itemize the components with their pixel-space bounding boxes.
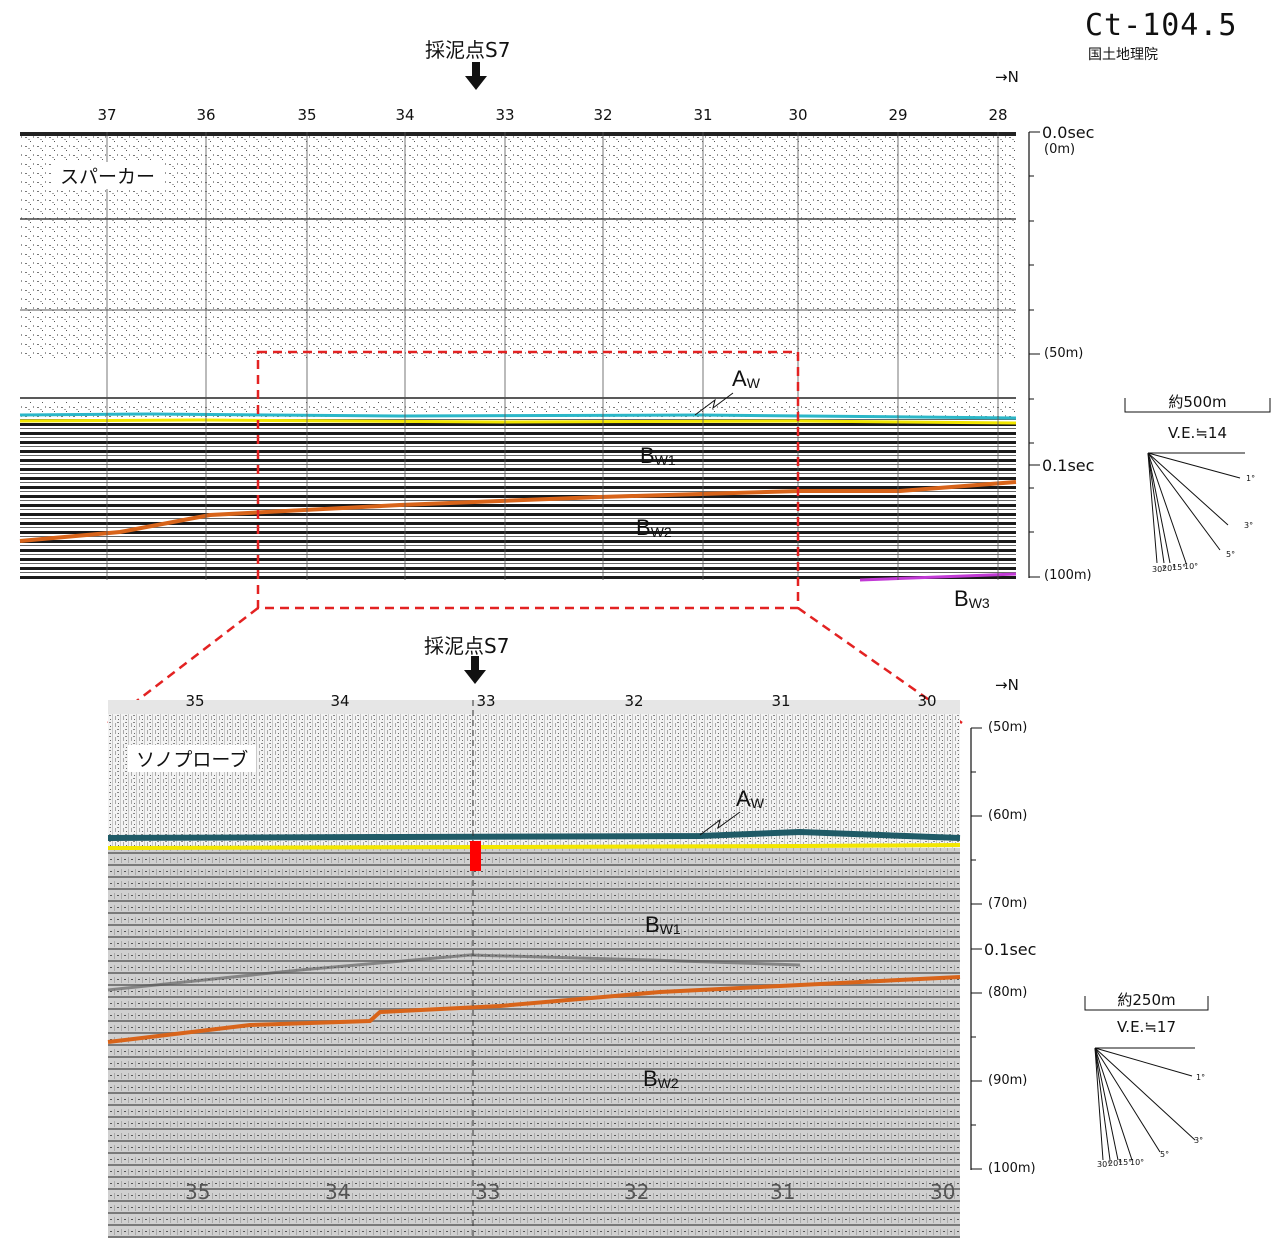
angle-label: 3° [1244,521,1254,530]
fix-number: 29 [888,106,908,124]
vertical-exaggeration: V.E.≒14 [1167,424,1227,442]
angle-label: 30° [1152,565,1167,574]
unit-bw1-label: BW1 [640,443,676,468]
organization-name: 国土地理院 [1088,47,1158,63]
fix-number: 34 [330,692,350,710]
time-axis-label: 0.0sec [1042,123,1095,142]
angle-label: 15° [1118,1158,1133,1167]
unit-aw-label: AW [732,366,760,391]
sample-point-label: 採泥点S7 [425,38,511,62]
angle-label: 10° [1184,562,1199,571]
fix-number: 35 [297,106,317,124]
angle-label: 20° [1108,1159,1123,1168]
profile-title: Ct-104.5 [1085,8,1238,43]
time-axis-label: 0.1sec [1042,456,1095,475]
angle-label: 15° [1172,563,1187,572]
angle-label: 5° [1226,550,1236,559]
sparker-panel [19,62,1040,582]
angle-label: 1° [1246,474,1256,483]
bottom-fix-number: 30 [930,1180,956,1204]
bottom-fix-number: 34 [325,1180,351,1204]
angle-label: 10° [1130,1158,1145,1167]
fix-number: 37 [97,106,117,124]
depth-axis-label: (70m) [988,896,1028,911]
scale-distance: 約500m [1168,393,1227,411]
fix-number: 34 [395,106,415,124]
scale-bar-bottom [1084,996,1209,1161]
unit-aw-label: AW [736,786,764,811]
fix-number: 35 [185,692,205,710]
sonoprobe-label: ソノプローブ [128,745,257,772]
unit-bw2-label: BW2 [636,515,672,540]
bottom-fix-number: 32 [624,1180,650,1204]
fix-number: 31 [693,106,713,124]
bottom-fix-number: 31 [770,1180,796,1204]
fix-number: 31 [771,692,791,710]
depth-axis-label: (90m) [988,1073,1028,1088]
sample-point-label: 採泥点S7 [424,634,510,658]
angle-label: 20° [1162,564,1177,573]
bottom-fix-number: 35 [185,1180,211,1204]
fix-number: 32 [593,106,613,124]
depth-axis-label: (80m) [988,985,1028,1000]
unit-bw3-label: BW3 [954,586,990,611]
depth-axis-label: (100m) [1044,568,1092,583]
fix-number: 33 [495,106,515,124]
vertical-exaggeration: V.E.≒17 [1116,1018,1176,1036]
depth-axis-label: (60m) [988,808,1028,823]
unit-bw2-label: BW2 [643,1066,679,1091]
bottom-fix-number: 33 [475,1180,501,1204]
unit-bw1-label: BW1 [645,912,681,937]
fix-number: 30 [788,106,808,124]
scale-bar-top [1124,398,1271,564]
north-indicator: →N [995,676,1019,694]
fix-number: 36 [196,106,216,124]
fix-number: 28 [988,106,1008,124]
angle-label: 30° [1097,1160,1112,1169]
north-indicator: →N [995,68,1019,86]
scale-distance: 約250m [1117,991,1176,1009]
time-axis-label: 0.1sec [984,940,1037,959]
depth-axis-label: (50m) [1044,346,1084,361]
sonoprobe-panel [107,656,982,1238]
angle-label: 3° [1194,1136,1204,1145]
fix-number: 32 [624,692,644,710]
depth-axis-label: (0m) [1044,142,1076,157]
sparker-label: スパーカー [52,162,164,189]
fix-number: 30 [917,692,937,710]
fix-number: 33 [476,692,496,710]
depth-axis-label: (50m) [988,720,1028,735]
depth-axis-label: (100m) [988,1161,1036,1176]
angle-label: 1° [1196,1073,1206,1082]
angle-label: 5° [1160,1150,1170,1159]
